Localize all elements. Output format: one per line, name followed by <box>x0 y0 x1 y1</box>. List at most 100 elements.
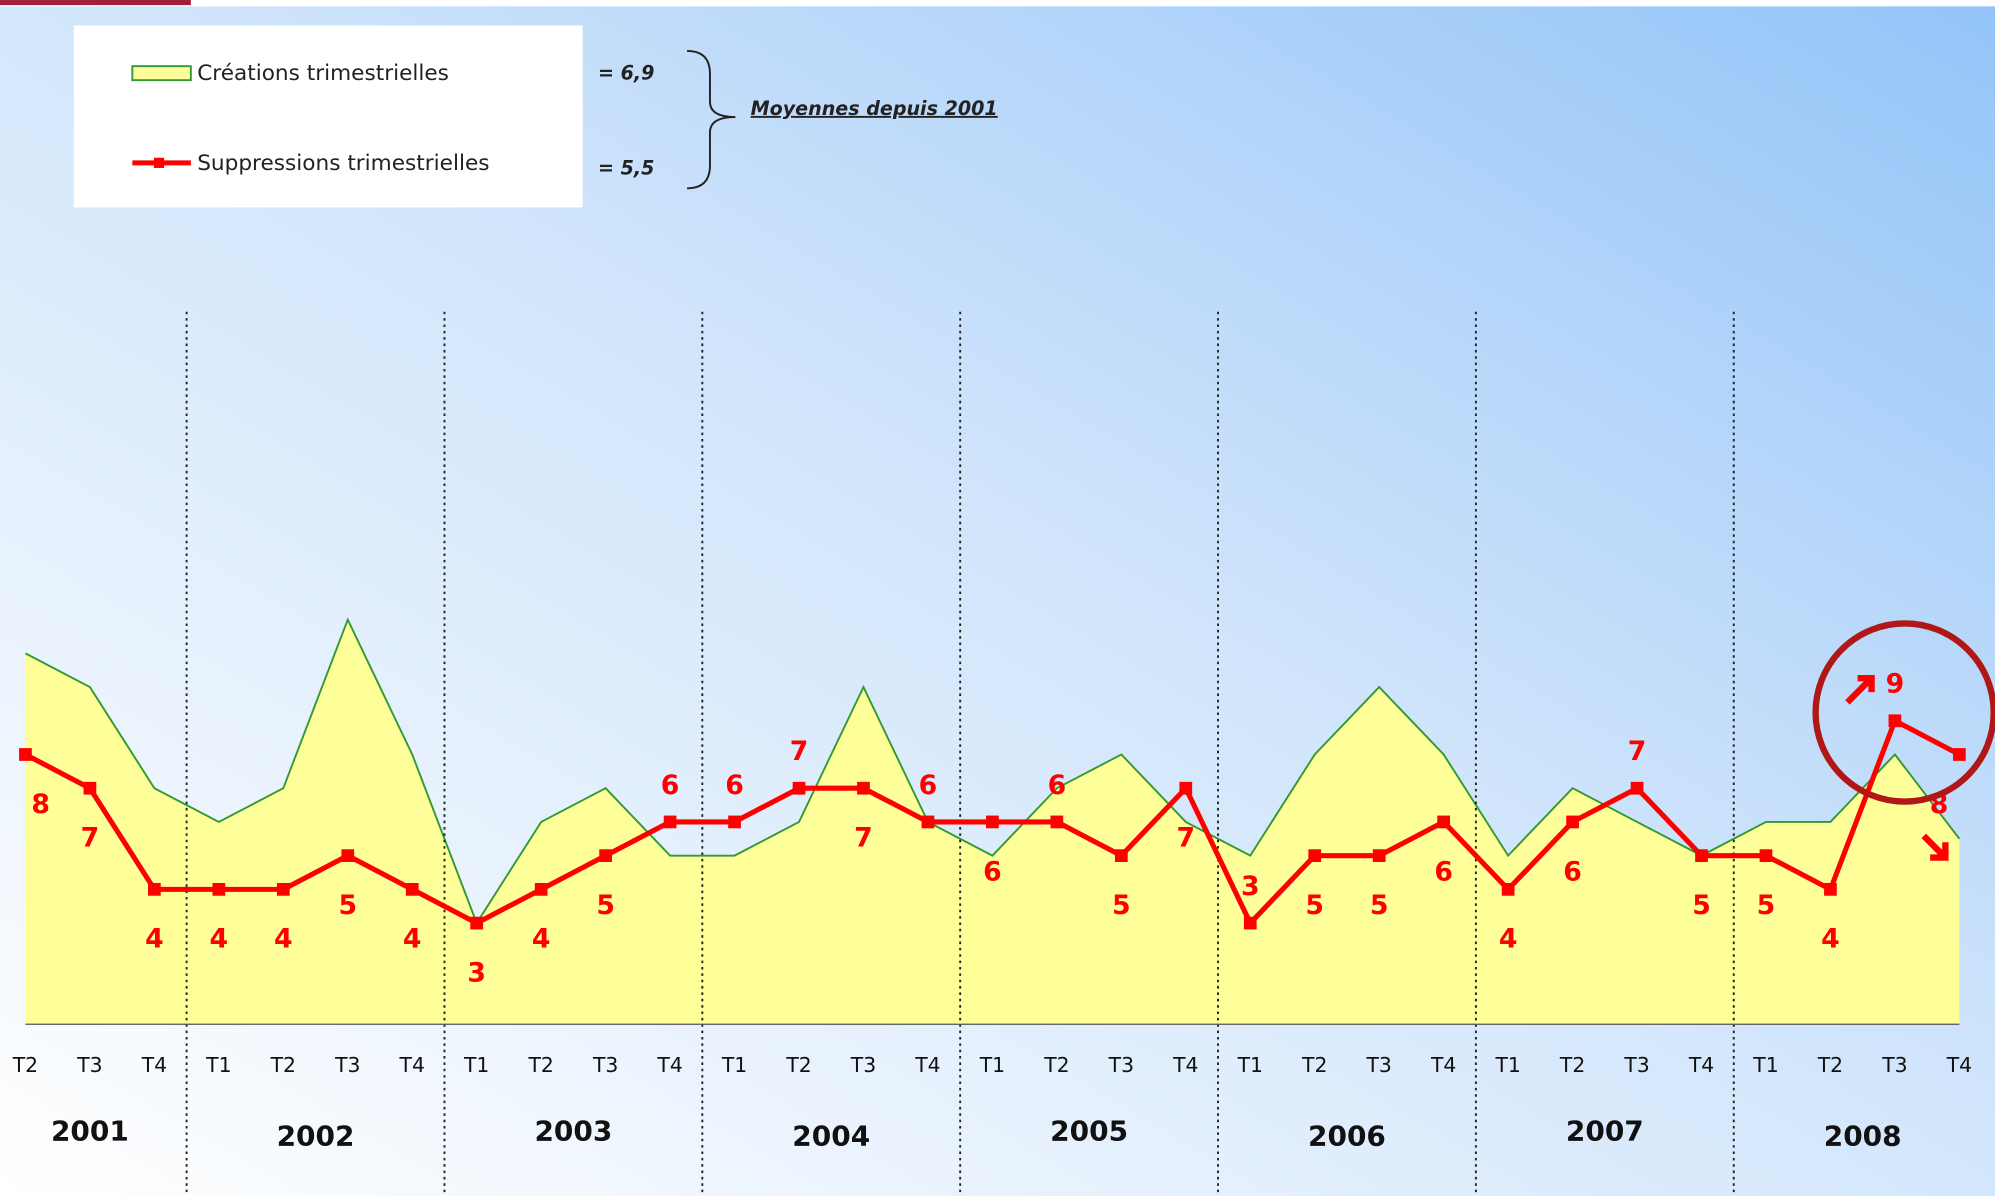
x-tick-label: T4 <box>141 1053 167 1077</box>
x-tick-label: T4 <box>1946 1053 1972 1077</box>
x-tick-label: T4 <box>399 1053 425 1077</box>
data-label: 5 <box>1692 890 1711 921</box>
data-label: 4 <box>1499 924 1518 955</box>
marker <box>857 781 870 795</box>
data-label: 7 <box>854 823 873 854</box>
data-label: 6 <box>1563 856 1582 887</box>
x-tick-label: T1 <box>1494 1053 1520 1077</box>
marker <box>19 748 32 761</box>
marker <box>83 781 97 795</box>
marker <box>405 883 419 896</box>
x-tick-label: T4 <box>914 1053 940 1077</box>
year-label: 2002 <box>277 1119 355 1152</box>
x-tick-label: T3 <box>1366 1053 1392 1077</box>
x-tick-label: T2 <box>1301 1053 1327 1077</box>
data-label: 6 <box>725 770 744 801</box>
marker <box>1824 883 1837 896</box>
year-label: 2008 <box>1824 1119 1902 1152</box>
x-tick-label: T2 <box>527 1053 553 1077</box>
legend-label: Suppressions trimestrielles <box>197 151 489 176</box>
year-label: 2007 <box>1566 1114 1644 1147</box>
x-tick-label: T3 <box>850 1053 876 1077</box>
marker <box>1888 714 1902 728</box>
corner-bar <box>0 0 191 6</box>
legend-swatch <box>131 65 192 82</box>
x-tick-label: T4 <box>656 1053 682 1077</box>
legend-box <box>73 25 583 208</box>
x-tick-label: T3 <box>592 1053 618 1077</box>
marker <box>1179 781 1193 795</box>
marker <box>1114 849 1128 863</box>
data-label: 6 <box>983 856 1002 887</box>
marker <box>599 849 612 863</box>
marker <box>148 883 161 896</box>
x-tick-label: T3 <box>1108 1053 1134 1077</box>
data-label: 3 <box>1241 871 1260 902</box>
plot: T2 T3 T4 T1 T2 T3 T4 T1 T2 T3 T4 T1 T2 T3 T4 T1 T2 T3 T4 T1… <box>12 311 1972 1196</box>
data-label: 5 <box>1757 890 1776 921</box>
data-label: 5 <box>1370 890 1389 921</box>
highlight-circle <box>1812 620 1995 805</box>
marker <box>1759 849 1773 863</box>
x-tick-label: T1 <box>1237 1053 1263 1077</box>
data-label: 5 <box>338 890 357 921</box>
data-label: 5 <box>1112 890 1131 921</box>
data-label: 3 <box>467 957 486 988</box>
data-label: 4 <box>145 924 164 955</box>
data-label: 6 <box>1048 770 1067 801</box>
year-label: 2006 <box>1308 1119 1386 1152</box>
data-label: 9 <box>1886 669 1905 700</box>
marker <box>1243 916 1257 930</box>
year-label: 2001 <box>51 1114 129 1147</box>
x-tick-label: T1 <box>979 1053 1005 1077</box>
marker <box>986 815 999 829</box>
marker <box>1372 849 1386 863</box>
x-tick-label: T2 <box>1043 1053 1069 1077</box>
data-label: 4 <box>403 924 422 955</box>
marker <box>1437 815 1451 829</box>
x-tick-label: T2 <box>1817 1053 1843 1077</box>
year-label: 2004 <box>792 1119 870 1152</box>
marker <box>1308 849 1322 863</box>
data-label: 7 <box>790 736 809 767</box>
data-label: 4 <box>274 924 293 955</box>
marker <box>1695 849 1708 863</box>
data-label: 7 <box>1628 736 1647 767</box>
year-label: 2003 <box>534 1114 612 1147</box>
x-tick-label: T1 <box>721 1053 747 1077</box>
marker <box>1953 748 1966 761</box>
x-tick-label: T2 <box>12 1053 38 1077</box>
marker <box>728 815 741 829</box>
marker <box>534 883 548 896</box>
x-tick-label: T3 <box>1623 1053 1649 1077</box>
x-tick-label: T1 <box>463 1053 489 1077</box>
marker <box>470 916 484 930</box>
x-tick-label: T1 <box>205 1053 231 1077</box>
x-tick-label: T3 <box>334 1053 360 1077</box>
data-label: 4 <box>1821 924 1840 955</box>
marker <box>1050 815 1064 829</box>
data-label: 7 <box>81 823 100 854</box>
year-label: 2005 <box>1050 1114 1128 1147</box>
legend-label: Créations trimestrielles <box>197 61 449 86</box>
x-tick-label: T2 <box>270 1053 296 1077</box>
note: Moyennes depuis 2001 <box>751 98 998 120</box>
area-outline <box>25 617 1961 926</box>
marker <box>276 883 290 896</box>
marker <box>1630 781 1644 795</box>
marker <box>792 781 806 795</box>
marker <box>921 815 935 829</box>
x-tick-label: T3 <box>1881 1053 1907 1077</box>
data-label: 4 <box>210 924 229 955</box>
data-label: 5 <box>1305 890 1324 921</box>
legend-marker <box>153 157 165 168</box>
data-label: 7 <box>1177 823 1196 854</box>
marker <box>341 849 355 863</box>
data-label: 6 <box>661 770 680 801</box>
x-tick-label: T2 <box>785 1053 811 1077</box>
x-tick-label: T2 <box>1559 1053 1585 1077</box>
data-label: 8 <box>31 789 50 820</box>
marker <box>1566 815 1579 829</box>
